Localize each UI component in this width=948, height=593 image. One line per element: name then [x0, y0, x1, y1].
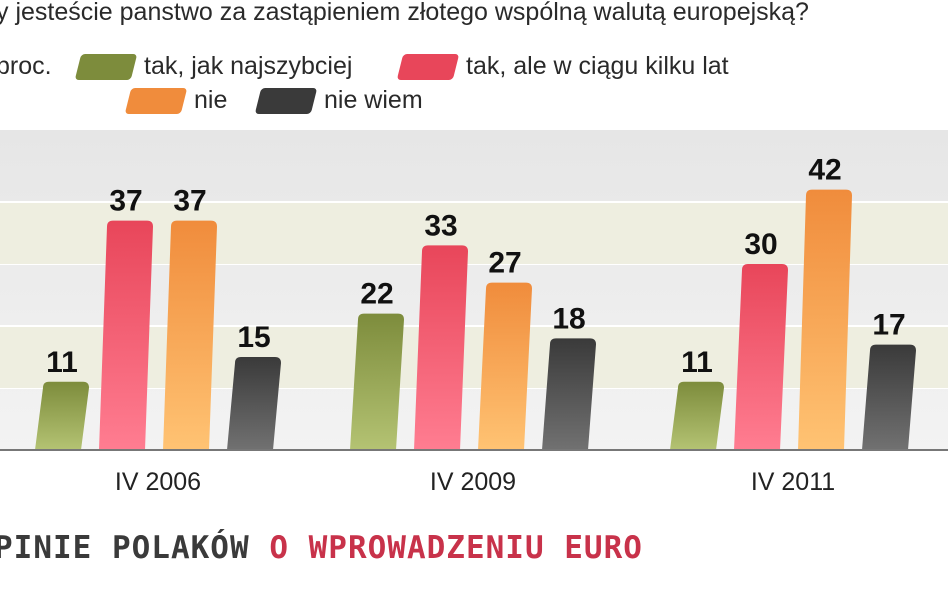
value-label-4-3: 17 [872, 309, 905, 342]
chart-question: y jesteście panstwo za zastąpieniem złot… [0, 0, 809, 26]
legend-label-4: nie wiem [324, 86, 423, 114]
legend-swatch-1 [74, 53, 138, 80]
value-label-3-2: 27 [488, 247, 521, 280]
value-label-1-1: 11 [46, 346, 78, 379]
bar-3-2 [478, 282, 532, 450]
legend-swatch-4 [254, 87, 318, 114]
bar-1-1 [35, 381, 89, 450]
category-label-3: IV 2011 [751, 468, 835, 496]
bar-1-3 [670, 381, 724, 450]
legend-item-4: nie wiem [254, 86, 423, 115]
legend-item-2: tak, ale w ciągu kilku lat [396, 52, 729, 81]
chart-footer: PINIE POLAKÓW O WPROWADZENIU EURO [0, 530, 643, 566]
bar-2-2 [414, 245, 468, 450]
legend-label-1: tak, jak najszybciej [144, 52, 353, 80]
grid-band [0, 202, 948, 264]
plot-background [0, 130, 948, 450]
unit-label: proc. [0, 52, 52, 80]
bar-3-1 [163, 220, 217, 450]
legend-item-3: nie [124, 86, 228, 115]
bar-1-2 [350, 313, 404, 450]
value-label-3-3: 42 [808, 154, 841, 187]
value-label-1-3: 11 [681, 346, 713, 379]
legend-item-1: tak, jak najszybciej [74, 52, 353, 81]
legend-label-2: tak, ale w ciągu kilku lat [466, 52, 729, 80]
bar-2-3 [734, 264, 788, 450]
category-label-1: IV 2006 [115, 468, 201, 496]
bar-4-1 [227, 357, 281, 450]
bar-3-3 [798, 189, 852, 450]
value-label-1-2: 22 [360, 278, 393, 311]
value-label-4-2: 18 [552, 302, 585, 335]
bar-chart: 11 37 37 15 IV 2006 22 33 27 18 IV 2009 11 30 42 17 IV… [0, 130, 948, 496]
bar-2-1 [99, 220, 153, 450]
value-label-4-1: 15 [237, 321, 270, 354]
value-label-2-2: 33 [424, 209, 457, 242]
value-label-2-1: 37 [109, 185, 142, 218]
legend-swatch-3 [124, 87, 188, 114]
bar-4-2 [542, 338, 596, 450]
footer-part1: PINIE POLAKÓW [0, 530, 250, 566]
bar-4-3 [862, 344, 916, 450]
legend-swatch-2 [396, 53, 460, 80]
footer-part2: O WPROWADZENIU EURO [269, 530, 643, 566]
value-label-3-1: 37 [173, 185, 206, 218]
category-label-2: IV 2009 [430, 468, 516, 496]
grid-band [0, 326, 948, 388]
value-label-2-3: 30 [744, 228, 777, 261]
legend-label-3: nie [194, 86, 228, 114]
